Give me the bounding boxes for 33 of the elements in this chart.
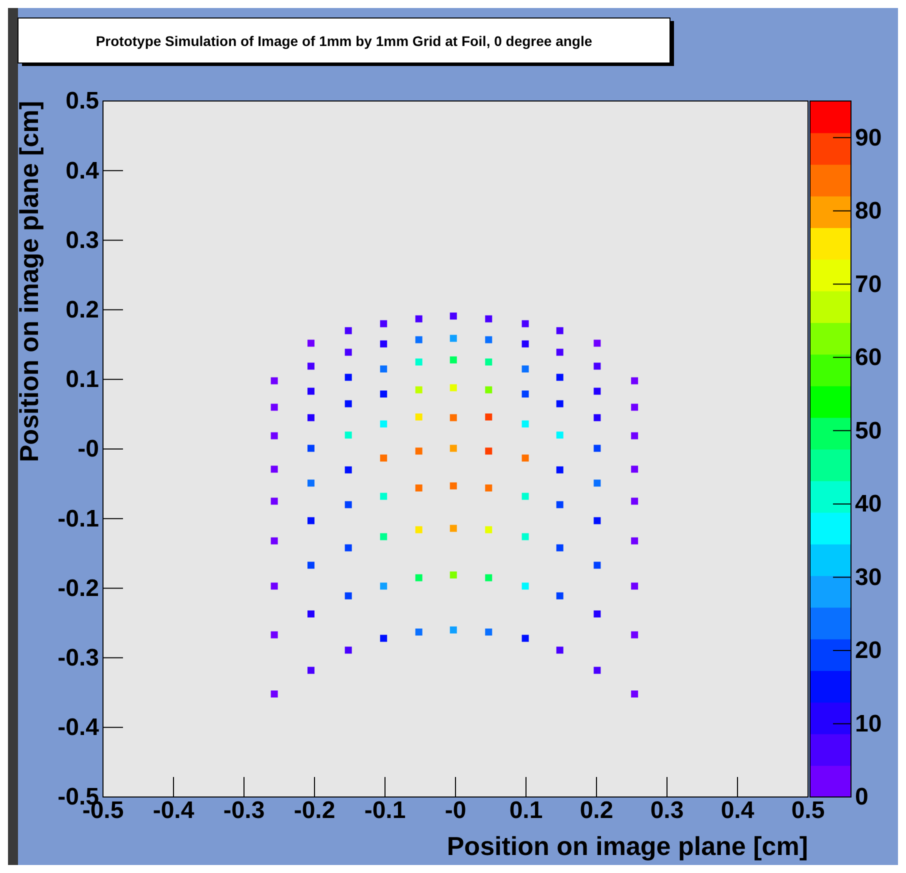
color-bar-label: 90 [855, 124, 882, 152]
y-tick-label: 0.4 [66, 157, 100, 184]
color-bar-label: 30 [855, 564, 882, 591]
y-tick-label: -0.2 [58, 574, 99, 602]
x-tick-label: 0.1 [509, 797, 543, 824]
x-tick-label: 0.4 [720, 797, 755, 824]
color-bar-label: 80 [855, 198, 882, 225]
color-bar-label: 50 [855, 417, 882, 444]
y-tick-label: 0.1 [66, 366, 99, 394]
y-tick-label: 0.3 [66, 226, 99, 254]
chart-title: Prototype Simulation of Image of 1mm by 1mm Grid at Foil, 0 degree angle [96, 33, 592, 49]
color-bar-label: 70 [855, 270, 882, 298]
color-bar-label: 40 [855, 490, 882, 518]
x-axis-title: Position on image plane [cm] [446, 831, 808, 861]
x-tick-label: -0.2 [294, 797, 336, 824]
x-tick-label: 0.5 [791, 797, 825, 824]
y-tick-label: -0.4 [58, 714, 100, 742]
y-tick-label: -0.3 [58, 644, 99, 672]
color-bar-label: 0 [855, 784, 868, 811]
x-tick-label: 0.2 [580, 797, 614, 824]
x-tick-label: -0.4 [152, 797, 195, 824]
x-tick-label: -0.1 [364, 797, 406, 824]
color-bar-label: 20 [855, 637, 882, 664]
y-tick-label: 0.2 [66, 296, 99, 324]
x-tick-label: -0 [444, 797, 466, 824]
color-bar-label: 60 [855, 344, 882, 372]
y-axis-title: Position on image plane [cm] [14, 101, 44, 462]
y-tick-label: -0 [78, 436, 99, 463]
x-tick-label: -0.3 [223, 797, 265, 824]
x-tick-label: 0.3 [650, 797, 684, 824]
y-tick-label: -0.1 [58, 505, 99, 532]
y-tick-label: 0.5 [66, 88, 99, 115]
color-bar-label: 10 [855, 710, 882, 738]
